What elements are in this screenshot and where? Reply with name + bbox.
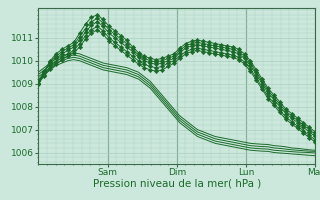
X-axis label: Pression niveau de la mer( hPa ): Pression niveau de la mer( hPa ) — [93, 179, 261, 189]
